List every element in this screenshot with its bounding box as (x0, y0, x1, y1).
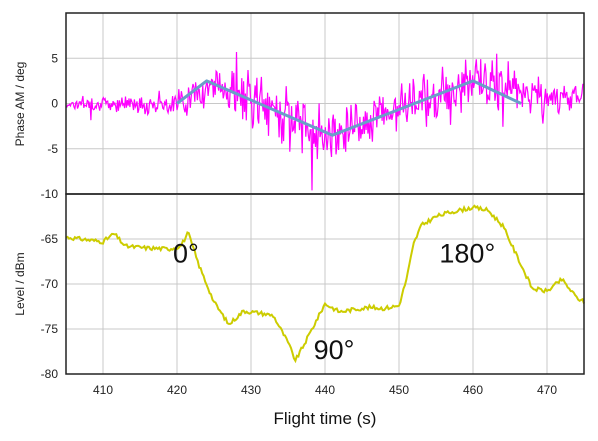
x-tick-label: 460 (463, 383, 483, 397)
y-tick-label: -75 (41, 322, 59, 336)
phase-annotation: 180° (439, 239, 495, 269)
bottom-grid (66, 194, 584, 374)
phase-annotation: 0° (173, 239, 199, 269)
y-tick-label: -10 (41, 187, 59, 201)
phase-noise-series (65, 51, 584, 191)
bottom-annotations: 0° 90° 180° (173, 239, 495, 365)
x-tick-label: 410 (93, 383, 113, 397)
bottom-series (65, 204, 585, 364)
bottom-y-axis-label: Level / dBm (13, 252, 27, 315)
x-tick-label: 470 (537, 383, 557, 397)
top-panel: -10 -5 0 5 Phase AM / deg (13, 12, 585, 201)
y-tick-label: -5 (47, 142, 58, 156)
bottom-panel: -80 -75 -70 -65 410 420 430 440 450 460 470 0° 90°… (13, 193, 585, 428)
phase-annotation: 90° (314, 335, 355, 365)
level-series (65, 204, 585, 364)
top-series (65, 51, 584, 191)
y-tick-label: -80 (41, 367, 59, 381)
top-y-ticks: -10 -5 0 5 (41, 51, 59, 201)
y-tick-label: 0 (51, 97, 58, 111)
y-tick-label: -70 (41, 277, 59, 291)
x-tick-label: 440 (315, 383, 335, 397)
x-axis-label: Flight time (s) (274, 409, 377, 428)
y-tick-label: 5 (51, 51, 58, 65)
bottom-x-ticks: 410 420 430 440 450 460 470 (93, 383, 557, 397)
x-tick-label: 450 (389, 383, 409, 397)
bottom-y-ticks: -80 -75 -70 -65 (41, 232, 59, 381)
x-tick-label: 430 (241, 383, 261, 397)
y-tick-label: -65 (41, 232, 59, 246)
x-tick-label: 420 (167, 383, 187, 397)
bottom-frame (65, 193, 585, 375)
phase-fit-line (176, 79, 522, 137)
top-y-axis-label: Phase AM / deg (13, 62, 27, 147)
top-grid (66, 13, 584, 194)
